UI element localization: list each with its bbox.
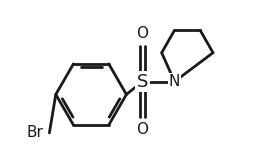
Text: O: O bbox=[136, 27, 148, 41]
Text: Br: Br bbox=[26, 125, 43, 140]
Text: O: O bbox=[136, 122, 148, 137]
Text: N: N bbox=[169, 74, 180, 89]
Text: S: S bbox=[137, 73, 148, 91]
